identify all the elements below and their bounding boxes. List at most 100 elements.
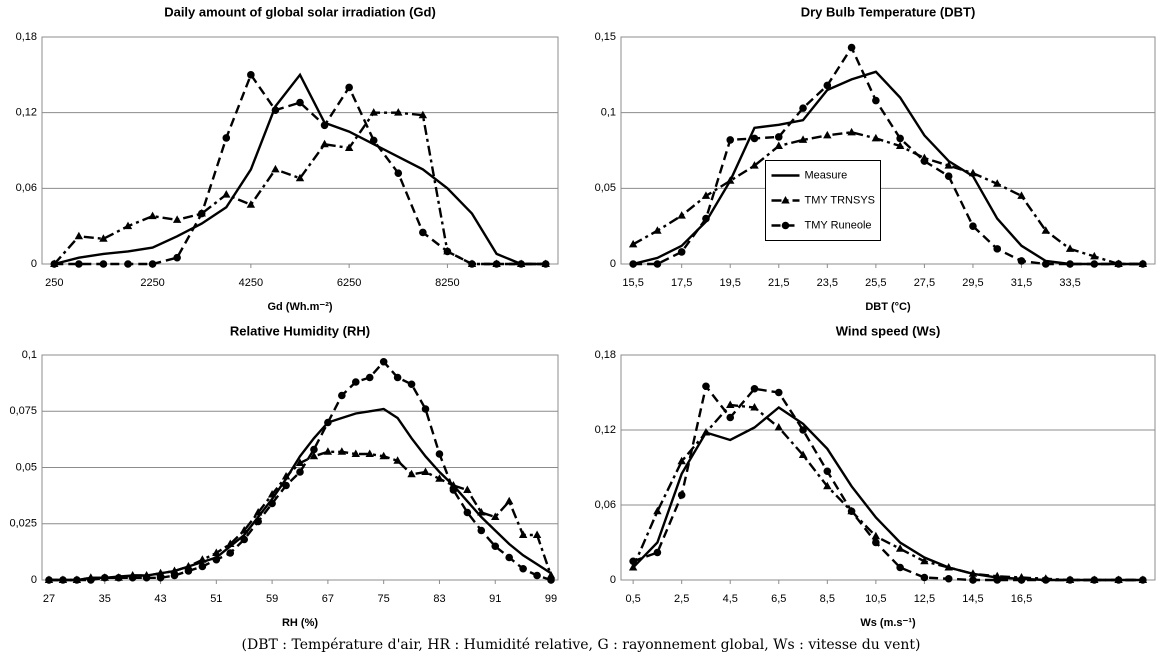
point-marker: [726, 413, 735, 422]
point-marker: [379, 357, 388, 366]
point-marker: [774, 141, 783, 149]
point-marker: [518, 530, 528, 538]
y-tick-label: 0: [610, 574, 616, 586]
point-marker: [123, 221, 133, 230]
point-marker: [247, 71, 255, 79]
point-marker: [87, 576, 95, 584]
point-marker: [653, 260, 662, 268]
point-marker: [222, 134, 231, 142]
point-marker: [774, 388, 783, 397]
point-marker: [156, 573, 165, 582]
point-marker: [320, 139, 329, 148]
point-marker: [246, 200, 256, 208]
point-marker: [944, 574, 953, 583]
point-marker: [148, 211, 157, 220]
x-tick-label: 14,5: [962, 593, 983, 605]
point-marker: [463, 508, 472, 517]
x-tick-label: 2250: [140, 277, 164, 289]
point-marker: [184, 562, 193, 570]
point-marker: [944, 161, 953, 169]
point-marker: [872, 96, 880, 105]
x-tick-label: 19,5: [720, 277, 741, 289]
point-marker: [726, 176, 735, 184]
point-marker: [156, 568, 165, 577]
point-marker: [212, 555, 221, 564]
point-marker: [198, 562, 207, 571]
x-tick-label: 43: [154, 593, 166, 605]
point-marker: [517, 260, 525, 268]
point-marker: [449, 486, 458, 494]
point-marker: [172, 215, 182, 223]
point-marker: [920, 157, 929, 165]
point-marker: [750, 403, 759, 411]
chart-title: Daily amount of global solar irradiation…: [164, 4, 436, 19]
point-marker: [968, 569, 978, 577]
y-tick-label: 0,15: [595, 31, 616, 43]
point-marker: [532, 530, 542, 538]
point-marker: [895, 544, 905, 552]
point-marker: [1065, 244, 1075, 252]
point-marker: [653, 548, 662, 557]
point-marker: [419, 228, 427, 237]
x-tick-label: 4,5: [723, 593, 738, 605]
legend-marker: [781, 196, 790, 204]
series-line: [632, 70, 1143, 266]
point-marker: [1114, 576, 1123, 584]
point-marker: [701, 428, 711, 436]
point-marker: [1041, 226, 1050, 234]
x-tick-label: 6,5: [771, 593, 786, 605]
point-marker: [1139, 576, 1147, 584]
point-marker: [74, 231, 84, 240]
point-marker: [774, 133, 783, 141]
x-axis-label: Gd (Wh.m⁻²): [267, 301, 332, 313]
x-tick-label: 67: [322, 593, 334, 605]
point-marker: [296, 98, 304, 107]
point-marker: [629, 260, 637, 268]
point-marker: [750, 134, 759, 143]
x-tick-label: 51: [210, 593, 222, 605]
x-axis-label: Ws (m.s⁻¹): [860, 617, 916, 629]
point-marker: [726, 136, 735, 144]
point-marker: [968, 168, 978, 177]
point-marker: [393, 373, 402, 382]
point-marker: [993, 179, 1002, 187]
point-marker: [491, 542, 500, 551]
point-marker: [653, 506, 662, 515]
point-marker: [170, 566, 179, 574]
point-marker: [443, 247, 452, 256]
point-marker: [212, 548, 221, 556]
point-marker: [492, 260, 501, 268]
x-tick-label: 16,5: [1011, 593, 1032, 605]
point-marker: [541, 260, 550, 268]
point-marker: [254, 517, 262, 526]
point-marker: [344, 143, 354, 151]
point-marker: [677, 211, 686, 219]
y-tick-label: 0,075: [9, 405, 37, 417]
point-marker: [944, 172, 953, 181]
x-axis-label: DBT (°C): [865, 301, 911, 313]
point-marker: [365, 449, 374, 457]
point-marker: [337, 447, 347, 455]
point-marker: [677, 491, 686, 499]
point-marker: [142, 573, 151, 582]
point-marker: [281, 472, 291, 480]
x-axis-label: RH (%): [282, 617, 318, 629]
y-tick-label: 0,06: [16, 182, 37, 194]
point-marker: [629, 557, 637, 566]
point-marker: [421, 405, 430, 413]
y-tick-label: 0,025: [9, 518, 37, 530]
x-tick-label: 35: [99, 593, 111, 605]
point-marker: [871, 133, 881, 142]
point-marker: [1090, 576, 1099, 584]
point-marker: [463, 485, 472, 493]
point-marker: [369, 136, 378, 145]
point-marker: [226, 549, 235, 557]
point-marker: [173, 253, 181, 262]
point-marker: [59, 576, 67, 584]
point-marker: [1017, 191, 1026, 199]
point-marker: [477, 508, 486, 516]
point-marker: [504, 496, 514, 505]
chart-title: Wind speed (Ws): [836, 323, 941, 338]
point-marker: [296, 468, 304, 476]
